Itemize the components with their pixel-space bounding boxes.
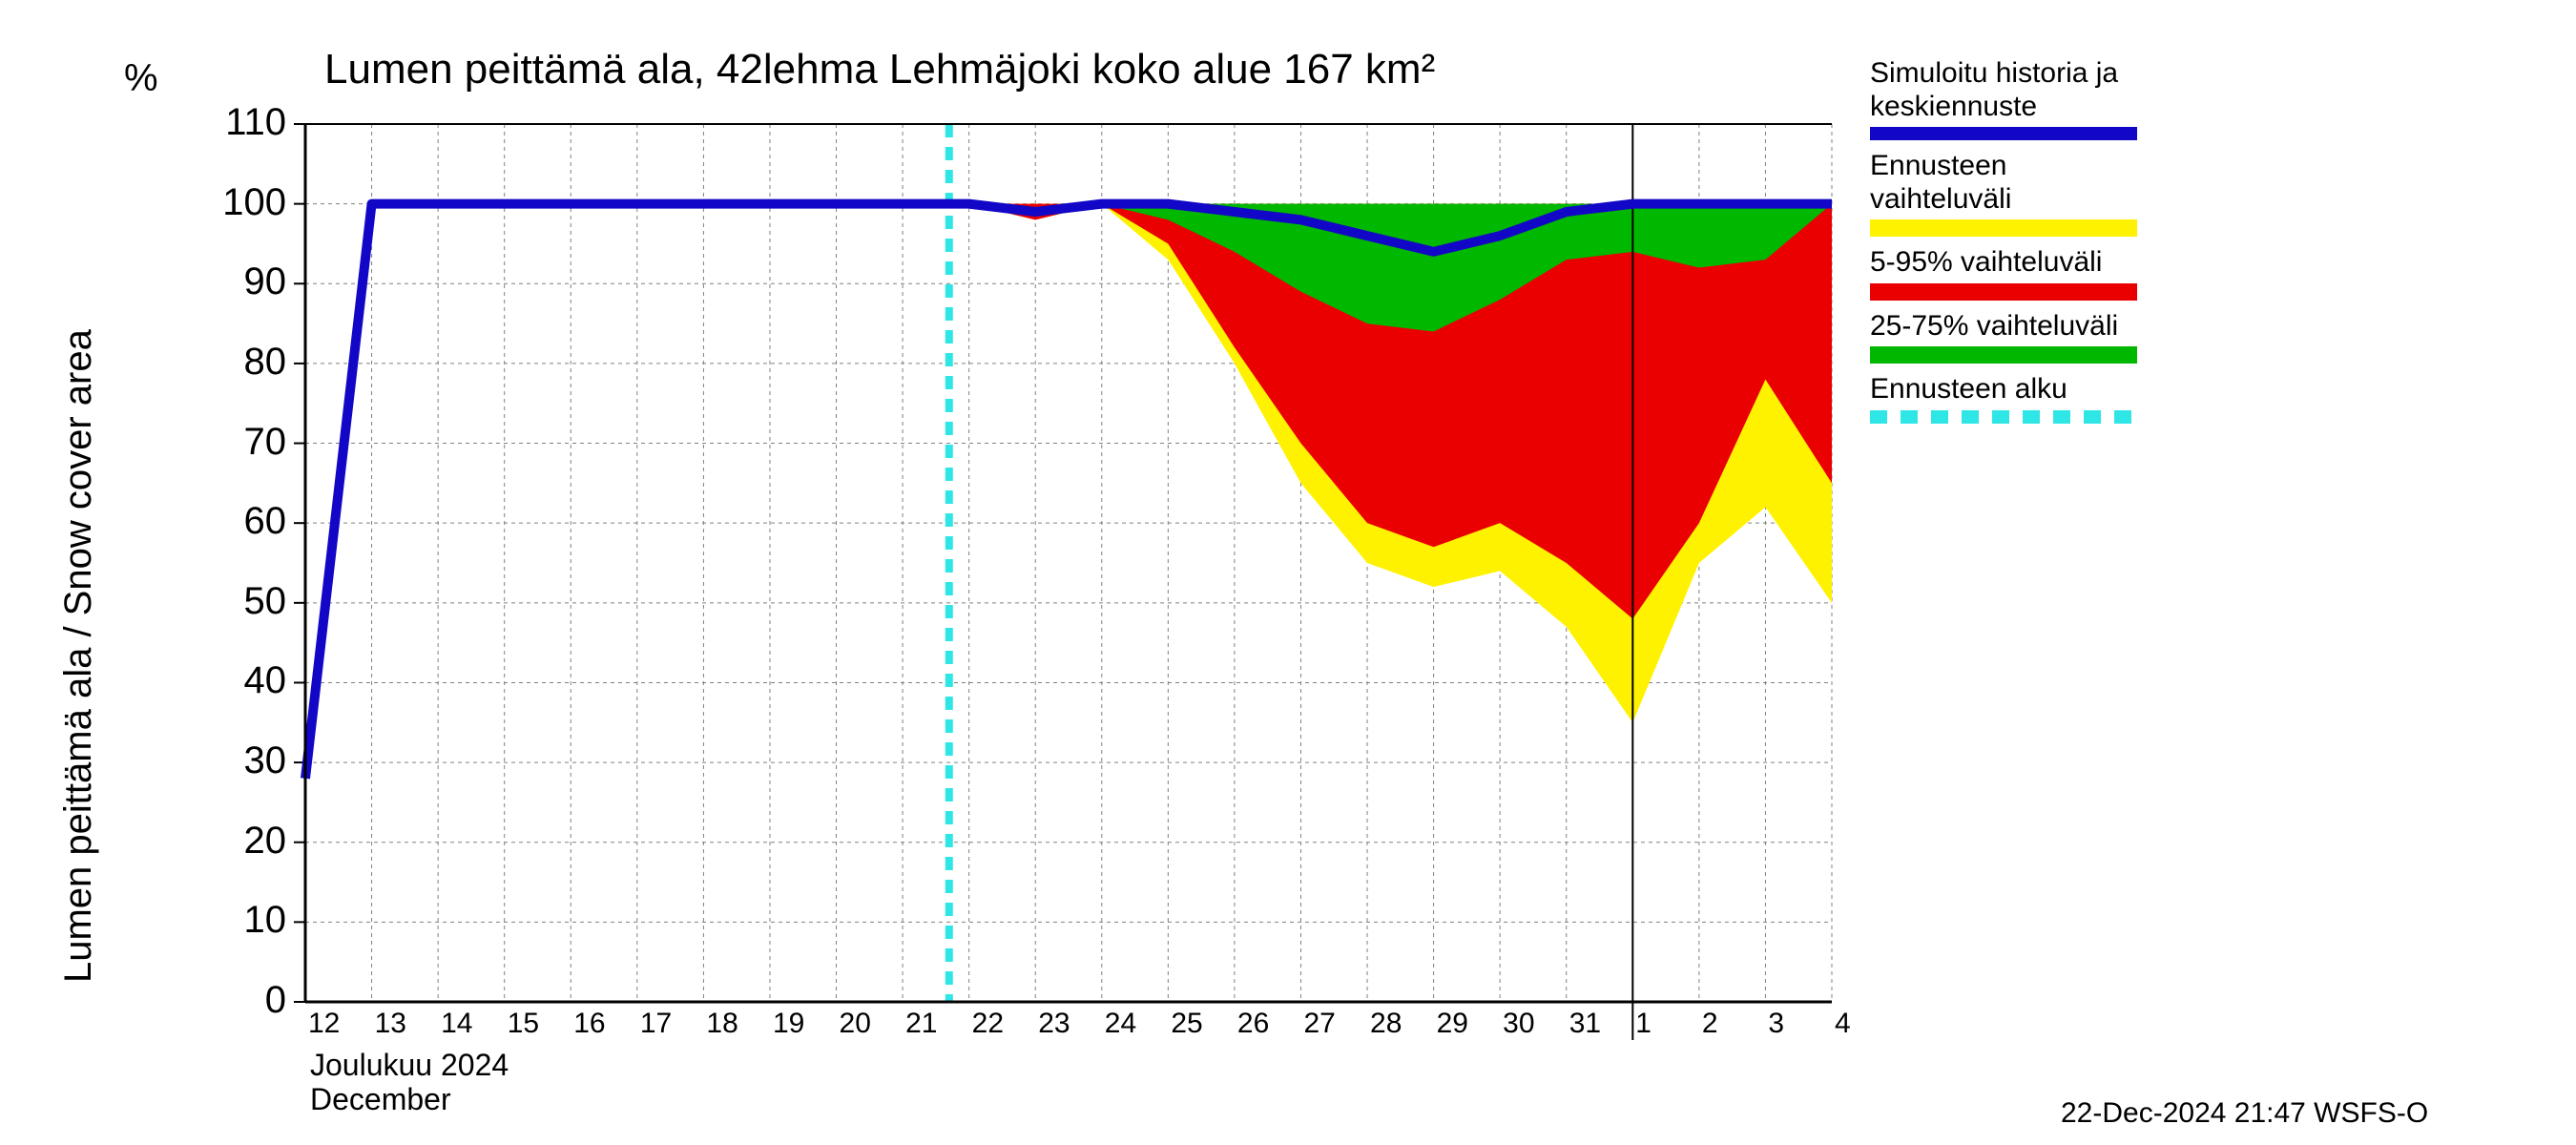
legend-swatch: [1870, 410, 2137, 424]
legend-swatch: [1870, 346, 2137, 364]
legend: Simuloitu historia jakeskiennuste Ennuste…: [1870, 57, 2156, 433]
legend-item: Ennusteen vaihteluväli: [1870, 150, 2156, 237]
legend-label: Ennusteen alku: [1870, 373, 2156, 406]
legend-item: 25-75% vaihteluväli: [1870, 310, 2156, 364]
legend-label: Ennusteen vaihteluväli: [1870, 150, 2156, 216]
legend-swatch: [1870, 127, 2137, 140]
chart-container: Lumen peittämä ala, 42lehma Lehmäjoki ko…: [0, 0, 2576, 1145]
legend-item: Ennusteen alku: [1870, 373, 2156, 424]
legend-label: Simuloitu historia jakeskiennuste: [1870, 57, 2156, 123]
legend-swatch: [1870, 219, 2137, 237]
legend-label: 5-95% vaihteluväli: [1870, 246, 2156, 280]
plot-area: [0, 0, 2576, 1145]
legend-item: Simuloitu historia jakeskiennuste: [1870, 57, 2156, 140]
legend-swatch: [1870, 283, 2137, 301]
legend-item: 5-95% vaihteluväli: [1870, 246, 2156, 301]
legend-label: 25-75% vaihteluväli: [1870, 310, 2156, 344]
